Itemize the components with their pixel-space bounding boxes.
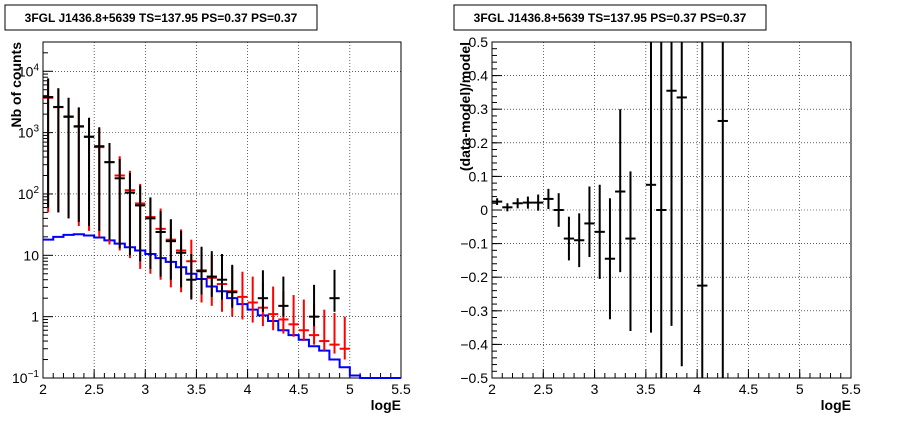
- left-title-box: [4, 4, 318, 31]
- x-tick-label: 3: [141, 381, 149, 397]
- series-0: [43, 233, 401, 379]
- x-tick-label: 4: [244, 381, 252, 397]
- y-tick-label: 0.4: [469, 68, 489, 84]
- x-tick-label: 2.5: [534, 381, 554, 397]
- y-tick-label: 0.2: [469, 135, 489, 151]
- x-tick-label: 4.5: [739, 381, 759, 397]
- y-tick-label: 103: [18, 124, 40, 141]
- right-axis-ticks: [491, 41, 852, 379]
- x-tick-label: 4.5: [289, 381, 309, 397]
- left-axis-ticks: [42, 41, 402, 379]
- x-tick-label: 2.5: [84, 381, 104, 397]
- x-tick-label: 5: [346, 381, 354, 397]
- left-plot-frame: [42, 41, 402, 379]
- model-step-line: [43, 233, 401, 379]
- series-0: [492, 42, 728, 378]
- right-y-tick-labels: −0.5 −0.4 −0.3 −0.2 −0.1 0 0.1 0.2 0.3 0.4 0.5: [460, 34, 488, 386]
- left-gridlines: [43, 42, 401, 378]
- right-x-tick-labels: 2 2.5 3 3.5 4 4.5 5 5.5: [488, 381, 861, 397]
- left-y-axis-title: Nb of counts: [8, 42, 24, 128]
- right-y-axis-title: (data-model)/model: [457, 42, 473, 171]
- y-tick-label: 1: [31, 309, 39, 325]
- series-2: [43, 78, 340, 327]
- left-series: [43, 78, 401, 379]
- y-tick-label: 0: [480, 202, 488, 218]
- x-tick-label: 4: [693, 381, 701, 397]
- x-tick-label: 2: [488, 381, 496, 397]
- y-tick-label: −0.1: [460, 236, 488, 252]
- y-tick-label: −0.4: [460, 336, 488, 352]
- x-tick-label: 5.5: [391, 381, 411, 397]
- y-tick-label: 0.1: [469, 168, 489, 184]
- y-tick-label: −0.5: [460, 370, 488, 386]
- left-x-tick-labels: 2 2.5 3 3.5 4 4.5 5 5.5: [39, 381, 411, 397]
- x-tick-label: 5: [796, 381, 804, 397]
- y-tick-label: 10: [23, 247, 39, 263]
- x-tick-label: 3.5: [187, 381, 207, 397]
- left-x-axis-title: logE: [371, 397, 401, 413]
- x-tick-label: 3.5: [636, 381, 656, 397]
- right-gridlines: [492, 42, 851, 378]
- left-y-tick-labels: 10−1 1 10 102 103 104: [12, 62, 39, 386]
- y-tick-label: 0.5: [469, 34, 489, 50]
- x-tick-label: 5.5: [841, 381, 861, 397]
- y-tick-label: −0.3: [460, 303, 488, 319]
- y-tick-label: 0.3: [469, 101, 489, 117]
- right-panel: 3FGL J1436.8+5639 TS=137.95 PS=0.37 PS=0…: [453, 4, 861, 413]
- x-tick-label: 2: [39, 381, 47, 397]
- right-title-box: [453, 4, 767, 31]
- y-tick-label: 102: [18, 185, 40, 202]
- y-tick-label: 104: [18, 62, 40, 79]
- left-panel: 3FGL J1436.8+5639 TS=137.95 PS=0.37 PS=0…: [4, 4, 411, 413]
- y-tick-label: −0.2: [460, 269, 488, 285]
- right-series: [492, 42, 728, 378]
- right-title: 3FGL J1436.8+5639 TS=137.95 PS=0.37 PS=0…: [474, 11, 747, 25]
- right-x-axis-title: logE: [821, 397, 851, 413]
- x-tick-label: 3: [591, 381, 599, 397]
- y-tick-label: 10−1: [12, 369, 39, 386]
- left-title: 3FGL J1436.8+5639 TS=137.95 PS=0.37 PS=0…: [25, 11, 298, 25]
